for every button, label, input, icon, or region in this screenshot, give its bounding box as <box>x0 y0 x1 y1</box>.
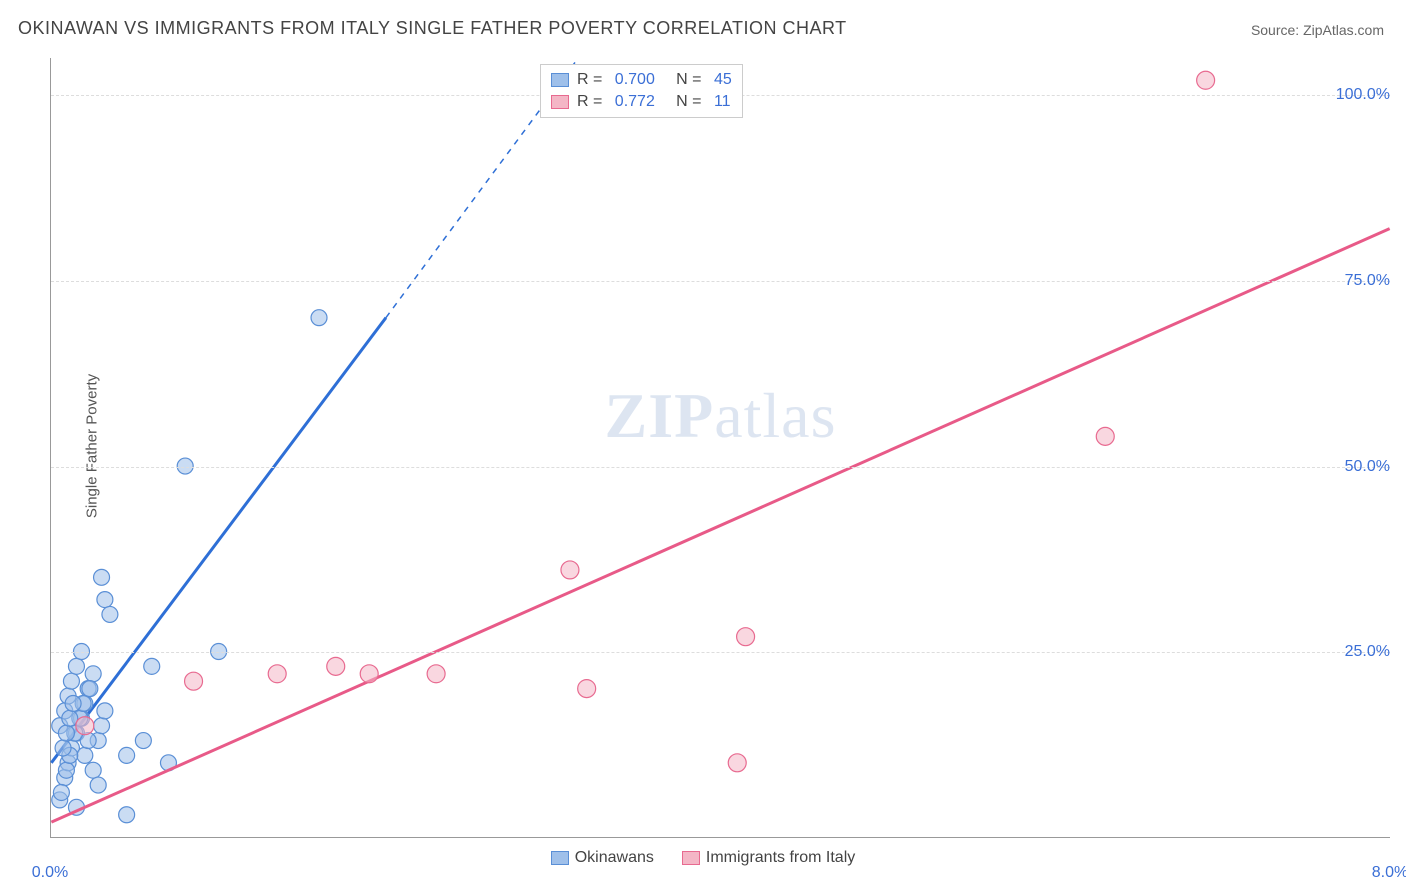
legend-swatch <box>682 851 700 865</box>
data-point <box>76 717 94 735</box>
data-point <box>85 762 101 778</box>
legend-r-label: R = <box>577 93 607 111</box>
legend-series: Okinawans Immigrants from Italy <box>0 849 1406 870</box>
legend-stat-row: R = 0.700 N = 45 <box>551 69 732 91</box>
data-point <box>63 673 79 689</box>
legend-series-item: Immigrants from Italy <box>682 849 855 867</box>
source-attribution: Source: ZipAtlas.com <box>1251 22 1384 38</box>
data-point <box>327 657 345 675</box>
data-point <box>1197 71 1215 89</box>
x-tick-label: 0.0% <box>32 864 68 882</box>
data-point <box>360 665 378 683</box>
legend-n-label: N = <box>663 71 706 89</box>
x-tick-label: 8.0% <box>1372 864 1406 882</box>
data-point <box>55 740 71 756</box>
y-tick-label: 25.0% <box>1345 643 1390 661</box>
legend-swatch <box>551 73 569 87</box>
data-point <box>1096 427 1114 445</box>
legend-series-item: Okinawans <box>551 849 654 867</box>
data-point <box>65 695 81 711</box>
legend-stat-row: R = 0.772 N = 11 <box>551 91 732 113</box>
chart-title: OKINAWAN VS IMMIGRANTS FROM ITALY SINGLE… <box>18 18 847 39</box>
legend-series-label: Immigrants from Italy <box>706 849 855 867</box>
data-point <box>427 665 445 683</box>
data-point <box>102 606 118 622</box>
data-point <box>77 747 93 763</box>
data-point <box>58 762 74 778</box>
legend-n-value: 11 <box>714 93 731 111</box>
y-tick-label: 50.0% <box>1345 458 1390 476</box>
data-point <box>728 754 746 772</box>
data-point <box>185 672 203 690</box>
data-point <box>94 718 110 734</box>
trend-line <box>51 229 1389 823</box>
data-point <box>578 680 596 698</box>
y-tick-label: 100.0% <box>1336 86 1390 104</box>
data-point <box>135 733 151 749</box>
data-point <box>82 681 98 697</box>
legend-stats: R = 0.700 N = 45R = 0.772 N = 11 <box>540 64 743 118</box>
data-point <box>737 628 755 646</box>
gridline <box>51 652 1390 653</box>
data-point <box>119 747 135 763</box>
legend-n-label: N = <box>663 93 706 111</box>
legend-r-label: R = <box>577 71 607 89</box>
legend-swatch <box>551 95 569 109</box>
data-point <box>311 310 327 326</box>
data-point <box>268 665 286 683</box>
data-point <box>58 725 74 741</box>
gridline <box>51 281 1390 282</box>
data-point <box>97 592 113 608</box>
y-tick-label: 75.0% <box>1345 272 1390 290</box>
data-point <box>68 658 84 674</box>
data-point <box>94 569 110 585</box>
data-point <box>144 658 160 674</box>
data-point <box>561 561 579 579</box>
legend-swatch <box>551 851 569 865</box>
data-point <box>62 710 78 726</box>
legend-n-value: 45 <box>714 71 732 89</box>
data-point <box>90 777 106 793</box>
legend-series-label: Okinawans <box>575 849 654 867</box>
chart-svg <box>51 58 1390 837</box>
plot-area: ZIPatlas <box>50 58 1390 838</box>
data-point <box>97 703 113 719</box>
data-point <box>85 666 101 682</box>
data-point <box>119 807 135 823</box>
legend-r-value: 0.772 <box>615 93 655 111</box>
legend-r-value: 0.700 <box>615 71 655 89</box>
gridline <box>51 467 1390 468</box>
data-point <box>53 784 69 800</box>
